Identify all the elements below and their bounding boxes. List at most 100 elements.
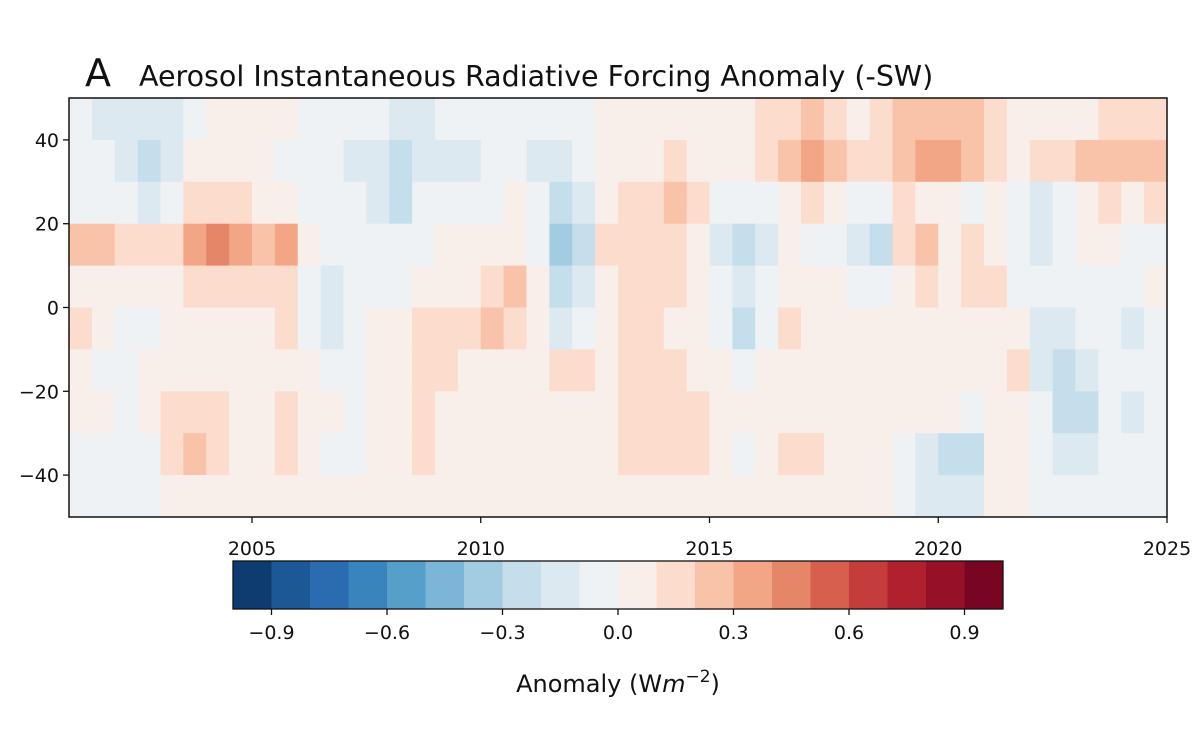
colorbar-swatch: [695, 561, 734, 609]
heatmap-cell: [869, 307, 894, 350]
heatmap-cell: [137, 98, 162, 141]
heatmap-cell: [663, 391, 688, 434]
heatmap-cell: [1098, 307, 1122, 350]
heatmap-cell: [252, 223, 276, 267]
heatmap-cell: [389, 433, 413, 476]
heatmap-cell: [252, 181, 276, 225]
heatmap-cell: [160, 181, 184, 225]
heatmap-cell: [572, 391, 596, 434]
heatmap-cell: [1098, 98, 1122, 141]
heatmap-cell: [1006, 349, 1031, 392]
heatmap-cell: [938, 98, 962, 141]
heatmap-cell: [457, 139, 482, 183]
heatmap-cell: [320, 307, 345, 350]
heatmap-cell: [1075, 265, 1099, 309]
heatmap-cell: [160, 223, 184, 267]
heatmap-cell: [1006, 307, 1031, 350]
heatmap-cell: [572, 349, 596, 392]
heatmap-cell: [91, 98, 116, 141]
heatmap-cell: [778, 307, 802, 350]
heatmap-cell: [938, 223, 962, 267]
heatmap-cell: [869, 181, 894, 225]
heatmap-cell: [297, 223, 322, 267]
heatmap-cell: [69, 433, 93, 476]
heatmap-cell: [114, 391, 139, 434]
heatmap-cell: [640, 349, 665, 392]
heatmap-cell: [457, 265, 482, 309]
heatmap-cell: [1121, 475, 1145, 518]
heatmap-cell: [1075, 181, 1099, 225]
heatmap-cell: [435, 433, 459, 476]
heatmap-cell: [274, 181, 299, 225]
heatmap-cell: [69, 265, 93, 309]
colorbar-tick-label: −0.6: [364, 622, 410, 644]
heatmap-cell: [869, 391, 894, 434]
heatmap-cell: [846, 349, 871, 392]
heatmap-cell: [320, 223, 345, 267]
heatmap-cell: [1098, 475, 1122, 518]
heatmap-cell: [961, 349, 985, 392]
heatmap-cell: [320, 475, 345, 518]
heatmap-cell: [274, 433, 299, 476]
colorbar-swatch: [926, 561, 965, 609]
heatmap-cell: [435, 307, 459, 350]
heatmap-cell: [686, 307, 711, 350]
heatmap-cell: [755, 139, 779, 183]
heatmap-cell: [915, 223, 939, 267]
heatmap-cell: [343, 181, 367, 225]
heatmap-cell: [755, 433, 779, 476]
heatmap-cell: [274, 391, 299, 434]
heatmap-cell: [801, 307, 825, 350]
heatmap-cell: [366, 307, 390, 350]
heatmap-cell: [343, 223, 367, 267]
heatmap-cell: [709, 265, 733, 309]
heatmap-cell: [778, 265, 802, 309]
colorbar: [232, 560, 1004, 610]
heatmap-cell: [1098, 433, 1122, 476]
heatmap-cell: [114, 98, 139, 141]
colorbar-label: Anomaly (Wm−2): [516, 667, 720, 698]
heatmap-cell: [984, 181, 1008, 225]
heatmap-cell: [206, 223, 230, 267]
heatmap-cell: [1029, 349, 1054, 392]
heatmap-cell: [91, 475, 116, 518]
colorbar-swatch: [541, 561, 580, 609]
heatmap-cell: [480, 349, 505, 392]
heatmap-cell: [183, 475, 207, 518]
heatmap-cell: [1029, 475, 1054, 518]
heatmap-cell: [938, 265, 962, 309]
heatmap-cell: [1075, 223, 1099, 267]
heatmap-cell: [1006, 433, 1031, 476]
heatmap-cell: [526, 139, 550, 183]
heatmap-cell: [480, 98, 505, 141]
heatmap-cell: [91, 307, 116, 350]
colorbar-tick-label: −0.9: [248, 622, 294, 644]
colorbar-tick-label: 0.9: [949, 622, 979, 644]
heatmap-cell: [389, 349, 413, 392]
heatmap-cell: [618, 265, 642, 309]
heatmap-cell: [91, 349, 116, 392]
heatmap-cell: [457, 391, 482, 434]
heatmap-cell: [801, 181, 825, 225]
heatmap-cell: [572, 223, 596, 267]
heatmap-cell: [69, 181, 93, 225]
heatmap-cell: [183, 223, 207, 267]
heatmap-cell: [549, 98, 573, 141]
heatmap-cell: [1144, 139, 1168, 183]
heatmap-cell: [1052, 391, 1077, 434]
heatmap-cell: [503, 98, 528, 141]
heatmap-cell: [618, 307, 642, 350]
heatmap-cell: [549, 475, 573, 518]
heatmap-cell: [801, 98, 825, 141]
heatmap-cell: [183, 181, 207, 225]
heatmap-cell: [640, 223, 665, 267]
heatmap-cell: [801, 391, 825, 434]
heatmap-cell: [435, 139, 459, 183]
heatmap-cell: [663, 139, 688, 183]
heatmap-cell: [320, 433, 345, 476]
heatmap-cell: [686, 391, 711, 434]
heatmap-cell: [823, 223, 848, 267]
heatmap-cell: [389, 98, 413, 141]
heatmap-cell: [915, 98, 939, 141]
heatmap-cell: [1075, 307, 1099, 350]
